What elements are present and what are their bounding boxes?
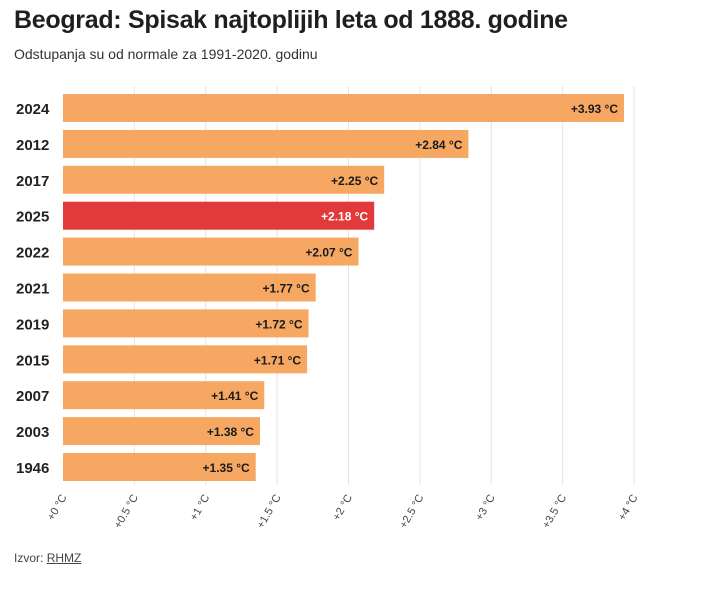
x-tick-label: +0 °C <box>45 492 69 522</box>
source-note: Izvor: RHMZ <box>14 551 81 565</box>
source-prefix: Izvor: <box>14 551 44 565</box>
chart-title: Beograd: Spisak najtoplijih leta od 1888… <box>14 6 568 34</box>
data-label: +1.35 °C <box>203 461 250 475</box>
category-label: 1946 <box>16 460 49 477</box>
bar-2007 <box>63 381 265 410</box>
bar-chart: 2024 +3.93 °C 2012 +2.84 °C 2017 +2.25 °C 2025… <box>16 86 641 531</box>
data-label: +1.72 °C <box>255 317 302 331</box>
category-label: 2019 <box>16 316 49 333</box>
data-label: +2.18 °C <box>321 210 368 224</box>
category-label: 2022 <box>16 245 49 262</box>
category-label: 2003 <box>16 424 49 441</box>
x-tick-label: +4 °C <box>616 492 640 522</box>
data-label: +1.38 °C <box>207 425 254 439</box>
x-tick-label: +1 °C <box>188 492 212 522</box>
bar-2022 <box>63 237 359 266</box>
category-label: 2024 <box>16 101 50 118</box>
data-label: +1.77 °C <box>262 282 309 296</box>
source-link[interactable]: RHMZ <box>46 551 82 565</box>
bar-2024 <box>63 94 625 122</box>
data-label: +1.41 °C <box>211 389 258 403</box>
bar-2017 <box>63 165 385 194</box>
bar-2019 <box>63 309 309 338</box>
bar-2012 <box>63 129 469 158</box>
data-label: +2.84 °C <box>415 138 462 152</box>
bar-2025 <box>63 201 375 230</box>
category-label: 2025 <box>16 209 49 226</box>
category-label: 2017 <box>16 173 49 190</box>
data-label: +2.07 °C <box>305 246 352 260</box>
category-label: 2012 <box>16 137 49 154</box>
category-label: 2007 <box>16 388 49 405</box>
x-tick-label: +3.5 °C <box>540 492 569 530</box>
category-label: 2015 <box>16 352 49 369</box>
x-tick-label: +2 °C <box>331 492 355 522</box>
bar-2003 <box>63 417 260 446</box>
x-tick-label: +0.5 °C <box>112 492 141 530</box>
data-label: +3.93 °C <box>571 102 618 116</box>
data-label: +2.25 °C <box>331 174 378 188</box>
x-tick-label: +1.5 °C <box>255 492 284 530</box>
bar-2021 <box>63 273 316 302</box>
bar-1946 <box>63 453 256 481</box>
chart-subtitle: Odstupanja su od normale za 1991-2020. g… <box>14 46 318 62</box>
category-label: 2021 <box>16 281 49 298</box>
x-tick-label: +3 °C <box>473 492 497 522</box>
x-tick-label: +2.5 °C <box>398 492 427 530</box>
bar-2015 <box>63 345 308 374</box>
data-label: +1.71 °C <box>254 353 301 367</box>
